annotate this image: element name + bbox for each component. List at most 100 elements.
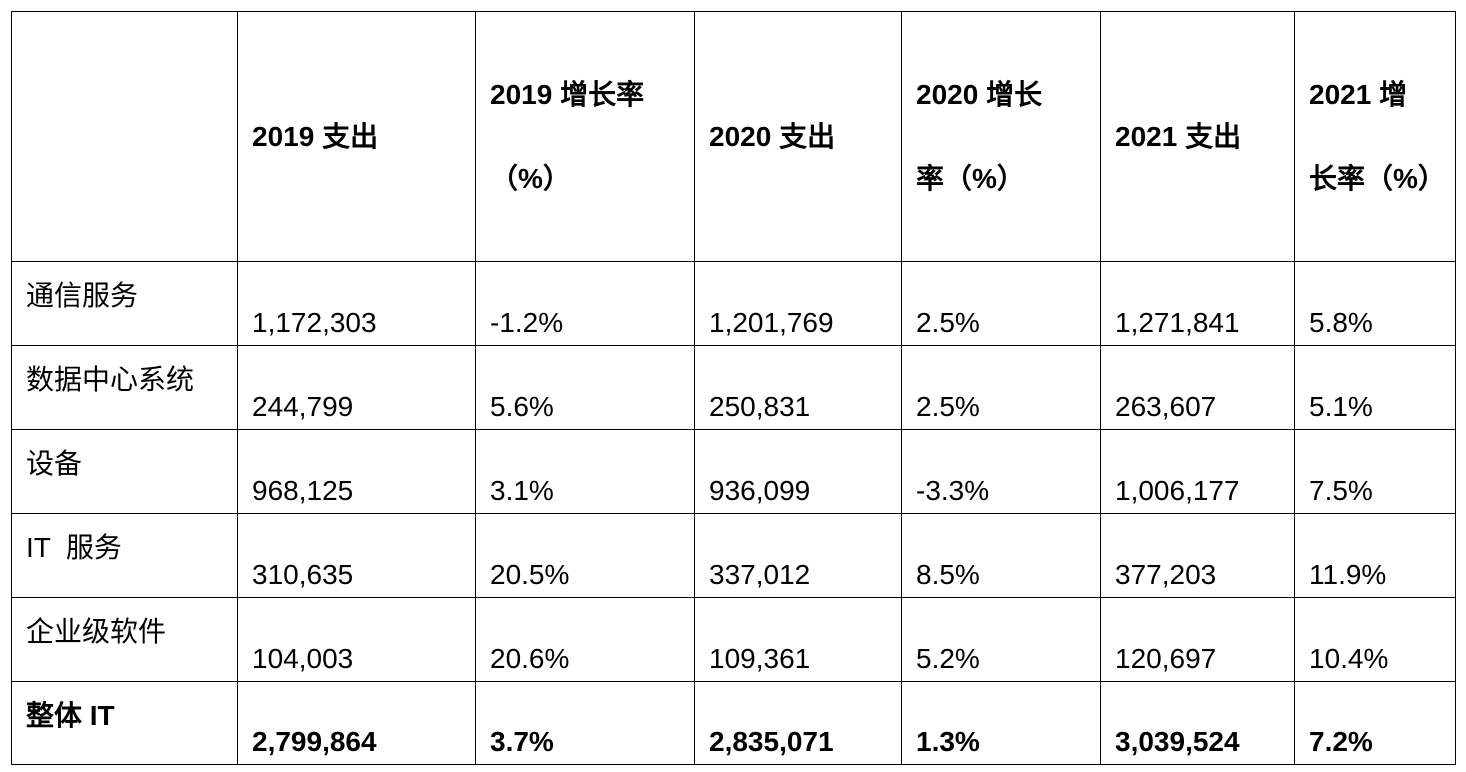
value-cell: 104,003 (237, 597, 476, 682)
value-cell: 337,012 (694, 513, 902, 598)
header-cell-2020-spending: 2020 支出 (694, 11, 902, 262)
row-label-cell: 数据中心系统 (11, 345, 238, 430)
value-cell: 5.2% (901, 597, 1101, 682)
value-cell: 109,361 (694, 597, 902, 682)
value-cell: 244,799 (237, 345, 476, 430)
value-cell: 1,006,177 (1100, 429, 1295, 514)
value-cell: 3.7% (475, 681, 695, 765)
cell-value: 936,099 (709, 475, 811, 506)
cell-value: 7.5% (1309, 475, 1373, 506)
cell-value: 377,203 (1115, 559, 1217, 590)
cell-value: 10.4% (1309, 643, 1389, 674)
row-label: 通信服务 (26, 280, 139, 311)
row-label-cell: 设备 (11, 429, 238, 514)
cell-value: 104,003 (252, 643, 354, 674)
header-cell-2019-spending: 2019 支出 (237, 11, 476, 262)
value-cell: 3.1% (475, 429, 695, 514)
value-cell: 20.6% (475, 597, 695, 682)
cell-value: 250,831 (709, 391, 811, 422)
cell-value: -3.3% (916, 475, 990, 506)
value-cell: 20.5% (475, 513, 695, 598)
cell-value: 11.9% (1309, 559, 1387, 590)
table-row: 通信服务 1,172,303 -1.2% 1,201,769 2.5% 1,27… (11, 261, 1456, 346)
cell-value: 1,006,177 (1115, 475, 1240, 506)
header-label: 2021 增长率（%） (1309, 78, 1446, 194)
cell-value: 3.1% (490, 475, 554, 506)
cell-value: 263,607 (1115, 391, 1217, 422)
value-cell: 1,201,769 (694, 261, 902, 346)
table-row: 设备 968,125 3.1% 936,099 -3.3% 1,006,177 … (11, 429, 1456, 514)
cell-value: 3,039,524 (1115, 726, 1240, 757)
value-cell: 1.3% (901, 681, 1101, 765)
value-cell: 7.2% (1294, 681, 1456, 765)
cell-value: 2,835,071 (709, 726, 834, 757)
header-label: 2020 增长率（%） (916, 78, 1043, 194)
header-label: 2019 增长率（%） (490, 78, 645, 194)
row-label-cell: 企业级软件 (11, 597, 238, 682)
cell-value: 1,172,303 (252, 307, 377, 338)
value-cell: -1.2% (475, 261, 695, 346)
value-cell: 1,172,303 (237, 261, 476, 346)
cell-value: 310,635 (252, 559, 354, 590)
cell-value: 5.8% (1309, 307, 1373, 338)
cell-value: 968,125 (252, 475, 354, 506)
it-spending-table: 2019 支出 2019 增长率（%） 2020 支出 2020 增长率（%） … (11, 11, 1456, 765)
cell-value: -1.2% (490, 307, 564, 338)
value-cell: 5.6% (475, 345, 695, 430)
value-cell: 5.1% (1294, 345, 1456, 430)
cell-value: 2.5% (916, 391, 980, 422)
value-cell: 8.5% (901, 513, 1101, 598)
header-cell-2019-growth: 2019 增长率（%） (475, 11, 695, 262)
cell-value: 7.2% (1309, 726, 1373, 757)
header-cell-2021-spending: 2021 支出 (1100, 11, 1295, 262)
value-cell: 936,099 (694, 429, 902, 514)
cell-value: 3.7% (490, 726, 554, 757)
value-cell: 1,271,841 (1100, 261, 1295, 346)
value-cell: 2.5% (901, 261, 1101, 346)
cell-value: 5.1% (1309, 391, 1373, 422)
value-cell: 10.4% (1294, 597, 1456, 682)
row-label: 数据中心系统 (26, 364, 195, 395)
cell-value: 109,361 (709, 643, 811, 674)
header-label: 2020 支出 (709, 120, 836, 152)
value-cell: 377,203 (1100, 513, 1295, 598)
header-cell-2021-growth: 2021 增长率（%） (1294, 11, 1456, 262)
value-cell: 310,635 (237, 513, 476, 598)
row-label-cell: 整体 IT (11, 681, 238, 765)
table-row-total: 整体 IT 2,799,864 3.7% 2,835,071 1.3% 3,03… (11, 681, 1456, 765)
cell-value: 244,799 (252, 391, 354, 422)
header-cell-2020-growth: 2020 增长率（%） (901, 11, 1101, 262)
cell-value: 1,201,769 (709, 307, 834, 338)
cell-value: 337,012 (709, 559, 811, 590)
cell-value: 1,271,841 (1115, 307, 1240, 338)
table-row: 企业级软件 104,003 20.6% 109,361 5.2% 120,697… (11, 597, 1456, 682)
header-row: 2019 支出 2019 增长率（%） 2020 支出 2020 增长率（%） … (11, 11, 1456, 262)
cell-value: 5.2% (916, 643, 980, 674)
cell-value: 8.5% (916, 559, 980, 590)
value-cell: 250,831 (694, 345, 902, 430)
value-cell: 5.8% (1294, 261, 1456, 346)
cell-value: 2,799,864 (252, 726, 377, 757)
value-cell: 2.5% (901, 345, 1101, 430)
table-row: IT 服务 310,635 20.5% 337,012 8.5% 377,203… (11, 513, 1456, 598)
row-label-cell: 通信服务 (11, 261, 238, 346)
cell-value: 20.6% (490, 643, 570, 674)
value-cell: 2,835,071 (694, 681, 902, 765)
header-label: 2021 支出 (1115, 120, 1242, 152)
cell-value: 120,697 (1115, 643, 1217, 674)
header-label: 2019 支出 (252, 120, 379, 152)
header-cell-empty (11, 11, 238, 262)
value-cell: 120,697 (1100, 597, 1295, 682)
cell-value: 20.5% (490, 559, 570, 590)
value-cell: 263,607 (1100, 345, 1295, 430)
value-cell: 11.9% (1294, 513, 1456, 598)
cell-value: 5.6% (490, 391, 554, 422)
value-cell: 968,125 (237, 429, 476, 514)
row-label: IT 服务 (26, 532, 122, 563)
row-label: 整体 IT (26, 700, 115, 731)
value-cell: 3,039,524 (1100, 681, 1295, 765)
cell-value: 2.5% (916, 307, 980, 338)
table-row: 数据中心系统 244,799 5.6% 250,831 2.5% 263,607… (11, 345, 1456, 430)
row-label: 企业级软件 (26, 616, 167, 647)
value-cell: 2,799,864 (237, 681, 476, 765)
